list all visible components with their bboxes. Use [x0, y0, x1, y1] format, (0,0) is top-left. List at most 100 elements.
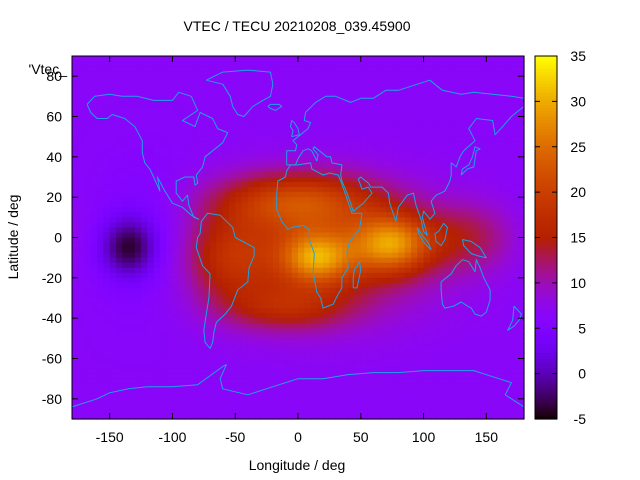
heatmap-cell — [197, 403, 205, 410]
heatmap-cell — [228, 287, 236, 294]
heatmap-cell — [417, 242, 425, 249]
heatmap-cell — [141, 61, 148, 67]
heatmap-cell — [78, 111, 86, 118]
heatmap-cell — [279, 383, 287, 390]
heatmap-cell — [291, 308, 299, 314]
heatmap-cell — [341, 398, 349, 405]
heatmap-cell — [166, 313, 174, 319]
heatmap-cell — [260, 217, 268, 223]
heatmap-cell — [417, 308, 425, 314]
heatmap-cell — [266, 282, 274, 289]
heatmap-cell — [247, 96, 255, 102]
heatmap-cell — [216, 393, 224, 400]
heatmap-cell — [172, 166, 180, 173]
heatmap-cell — [411, 131, 418, 138]
heatmap-cell — [172, 403, 180, 410]
heatmap-cell — [304, 378, 312, 385]
heatmap-cell — [266, 343, 274, 350]
heatmap-cell — [398, 272, 406, 279]
heatmap-cell — [411, 287, 418, 294]
heatmap-cell — [247, 292, 255, 299]
heatmap-cell — [210, 166, 217, 173]
heatmap-cell — [279, 126, 287, 133]
heatmap-cell — [141, 202, 148, 208]
heatmap-cell — [203, 373, 211, 380]
heatmap-cell — [341, 287, 349, 294]
heatmap-cell — [423, 363, 431, 370]
heatmap-cell — [159, 71, 167, 77]
heatmap-cell — [291, 76, 299, 82]
heatmap-cell — [159, 141, 167, 148]
heatmap-cell — [505, 287, 513, 294]
heatmap-cell — [115, 136, 123, 143]
heatmap-cell — [498, 393, 506, 400]
heatmap-cell — [411, 166, 418, 173]
heatmap-cell — [511, 373, 519, 380]
heatmap-cell — [392, 171, 400, 178]
heatmap-cell — [392, 313, 400, 319]
heatmap-cell — [153, 106, 161, 113]
heatmap-cell — [285, 177, 293, 183]
heatmap-cell — [517, 182, 525, 188]
heatmap-cell — [310, 313, 318, 319]
heatmap-cell — [379, 247, 387, 254]
heatmap-cell — [335, 398, 343, 405]
heatmap-cell — [210, 111, 217, 118]
heatmap-cell — [392, 378, 400, 385]
heatmap-cell — [228, 136, 236, 143]
heatmap-cell — [254, 76, 261, 82]
heatmap-cell — [411, 182, 418, 188]
heatmap-cell — [216, 323, 224, 329]
heatmap-cell — [247, 388, 255, 395]
heatmap-cell — [473, 116, 481, 123]
heatmap-cell — [298, 202, 305, 208]
heatmap-cell — [128, 398, 136, 405]
heatmap-cell — [411, 146, 418, 153]
heatmap-cell — [285, 171, 293, 178]
heatmap-cell — [517, 353, 525, 360]
heatmap-cell — [486, 81, 494, 87]
heatmap-cell — [448, 187, 456, 193]
heatmap-cell — [316, 237, 324, 244]
heatmap-cell — [222, 262, 230, 269]
heatmap-cell — [84, 403, 92, 410]
heatmap-cell — [473, 323, 481, 329]
heatmap-cell — [323, 151, 330, 158]
heatmap-cell — [134, 171, 142, 178]
heatmap-cell — [72, 197, 79, 203]
heatmap-cell — [398, 121, 406, 128]
heatmap-cell — [197, 242, 205, 249]
heatmap-cell — [241, 343, 249, 350]
heatmap-cell — [492, 126, 500, 133]
heatmap-cell — [473, 207, 481, 213]
heatmap-cell — [461, 242, 469, 249]
heatmap-cell — [385, 81, 393, 87]
heatmap-cell — [511, 227, 519, 234]
heatmap-cell — [191, 171, 199, 178]
heatmap-cell — [203, 121, 211, 128]
heatmap-cell — [84, 222, 92, 229]
heatmap-cell — [498, 222, 506, 229]
heatmap-cell — [461, 61, 469, 67]
heatmap-cell — [109, 146, 117, 153]
heatmap-cell — [228, 358, 236, 365]
heatmap-cell — [78, 166, 86, 173]
heatmap-cell — [241, 111, 249, 118]
heatmap-cell — [379, 91, 387, 97]
heatmap-cell — [285, 292, 293, 299]
heatmap-cell — [467, 146, 475, 153]
heatmap-cell — [304, 298, 312, 304]
heatmap-cell — [210, 282, 217, 289]
heatmap-cell — [72, 217, 79, 223]
heatmap-cell — [285, 156, 293, 163]
heatmap-cell — [310, 222, 318, 229]
heatmap-cell — [323, 192, 330, 198]
heatmap-cell — [348, 111, 356, 118]
heatmap-cell — [442, 328, 450, 334]
heatmap-cell — [373, 116, 381, 123]
heatmap-cell — [517, 247, 525, 254]
heatmap-cell — [147, 358, 155, 365]
heatmap-cell — [279, 61, 287, 67]
heatmap-cell — [147, 343, 155, 350]
heatmap-cell — [348, 393, 356, 400]
